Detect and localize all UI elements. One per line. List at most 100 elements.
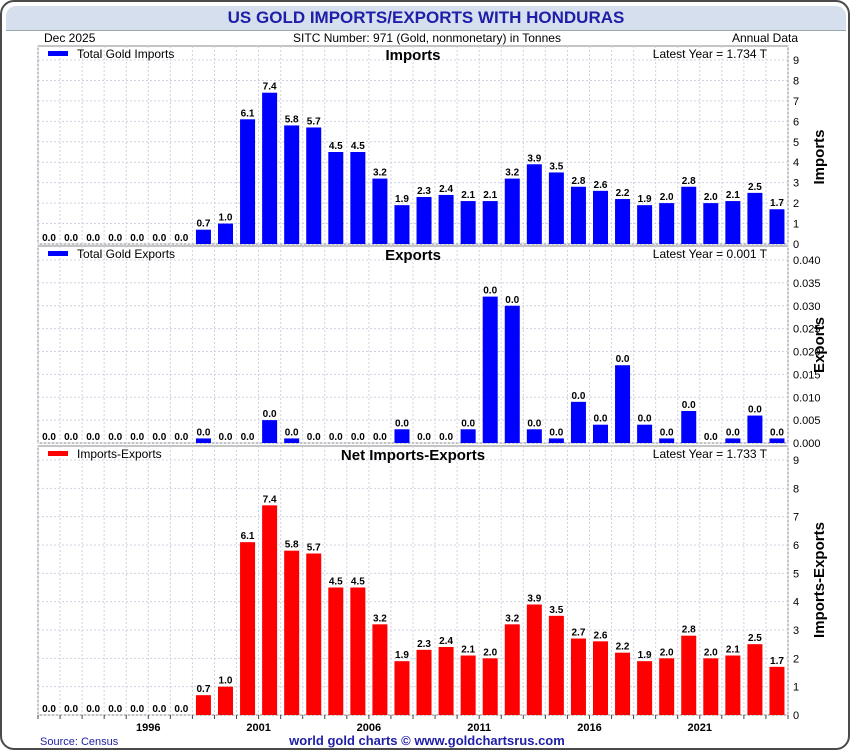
bar: [747, 644, 763, 715]
data-label: 4.5: [351, 141, 365, 152]
y-tick-label: 3: [793, 625, 799, 637]
bar: [637, 424, 653, 443]
y-tick-label: 0.005: [793, 415, 821, 427]
y-tick-label: 4: [793, 597, 799, 609]
data-label: 4.5: [329, 577, 343, 588]
bar: [306, 553, 322, 715]
data-label: 4.5: [351, 577, 365, 588]
bar: [725, 201, 741, 244]
y-tick-label: 8: [793, 483, 799, 495]
data-label: 2.1: [483, 190, 497, 201]
panel-2: 0.000 0.005 0.010 0.015 0.020 0.025 0.030 0.035…: [37, 245, 828, 450]
data-label: 1.7: [770, 656, 784, 667]
bar: [681, 186, 697, 244]
data-label: 5.7: [307, 116, 321, 127]
data-label: 0.0: [108, 233, 122, 244]
data-label: 0.0: [638, 414, 652, 425]
bar: [262, 92, 278, 244]
y-tick-label: 2: [793, 198, 799, 210]
data-label: 3.9: [527, 153, 541, 164]
data-label: 0.0: [660, 427, 674, 438]
data-label: 2.6: [594, 630, 608, 641]
data-label: 2.1: [461, 190, 475, 201]
bar: [615, 652, 631, 715]
data-label: 2.4: [439, 636, 453, 647]
bar: [769, 438, 785, 443]
y-tick-label: 6: [793, 116, 799, 128]
data-label: 1.9: [638, 194, 652, 205]
bar: [548, 438, 564, 443]
y-tick-label: 5: [793, 137, 799, 149]
data-label: 1.9: [395, 650, 409, 661]
bar: [593, 641, 608, 715]
data-label: 2.0: [660, 192, 674, 203]
data-label: 0.0: [42, 432, 56, 443]
data-label: 0.0: [682, 400, 696, 411]
data-label: 3.2: [505, 168, 519, 179]
data-label: 1.9: [638, 650, 652, 661]
data-label: 0.0: [219, 432, 233, 443]
data-label: 0.0: [594, 414, 608, 425]
data-label: 0.0: [483, 286, 497, 297]
data-label: 2.5: [748, 633, 762, 644]
bar: [504, 178, 520, 244]
bar: [659, 658, 675, 715]
data-label: 7.4: [263, 494, 277, 505]
bar: [637, 661, 653, 715]
bar: [372, 624, 388, 715]
legend-swatch: [48, 251, 68, 256]
data-label: 2.1: [726, 645, 740, 656]
data-label: 0.0: [373, 432, 387, 443]
x-tick-label: 2016: [577, 722, 601, 734]
data-label: 3.2: [505, 613, 519, 624]
data-label: 3.5: [549, 161, 563, 172]
y-tick-label: 0.010: [793, 392, 821, 404]
bar: [394, 429, 410, 443]
data-label: 2.1: [461, 645, 475, 656]
y-tick-label: 1: [793, 219, 799, 231]
x-tick-label: 1996: [136, 722, 160, 734]
data-label: 1.7: [770, 198, 784, 209]
data-label: 0.0: [329, 432, 343, 443]
data-label: 0.0: [174, 432, 188, 443]
y-tick-label: 0.015: [793, 369, 821, 381]
bar: [284, 438, 300, 443]
footer-source: Source: Census: [40, 736, 119, 748]
data-label: 0.0: [152, 432, 166, 443]
data-label: 0.0: [196, 427, 210, 438]
bar: [548, 615, 564, 715]
data-label: 1.0: [219, 213, 233, 224]
bar: [637, 205, 653, 244]
data-label: 2.0: [704, 192, 718, 203]
data-label: 2.3: [417, 639, 431, 650]
y-tick-label: 0.020: [793, 347, 821, 359]
bar: [306, 127, 322, 244]
data-label: 0.0: [505, 295, 519, 306]
bar: [769, 209, 785, 244]
bar: [659, 438, 675, 443]
bar: [195, 229, 211, 244]
bar: [195, 438, 211, 443]
bar: [328, 152, 344, 244]
data-label: 2.8: [571, 176, 585, 187]
data-label: 0.0: [704, 432, 718, 443]
data-label: 0.0: [616, 354, 630, 365]
bar: [659, 203, 675, 244]
panel-3: 0 1 2 3 4 5 6 7 8 9 0.0 0.0 0.0 0.0 0.0 0.0 0.0 0.7 1.0 6.1…: [37, 445, 828, 734]
bar: [482, 296, 498, 443]
data-label: 5.8: [285, 114, 299, 125]
data-label: 2.5: [748, 182, 762, 193]
data-label: 2.6: [594, 180, 608, 191]
bar: [328, 587, 344, 715]
y-axis-label: Imports: [811, 129, 828, 184]
data-label: 0.0: [571, 391, 585, 402]
y-tick-label: 8: [793, 75, 799, 87]
y-tick-label: 5: [793, 568, 799, 580]
bar: [703, 658, 719, 715]
data-label: 0.0: [64, 704, 78, 715]
y-tick-label: 2: [793, 653, 799, 665]
data-label: 0.0: [417, 432, 431, 443]
bar: [394, 205, 410, 244]
data-label: 3.5: [549, 605, 563, 616]
